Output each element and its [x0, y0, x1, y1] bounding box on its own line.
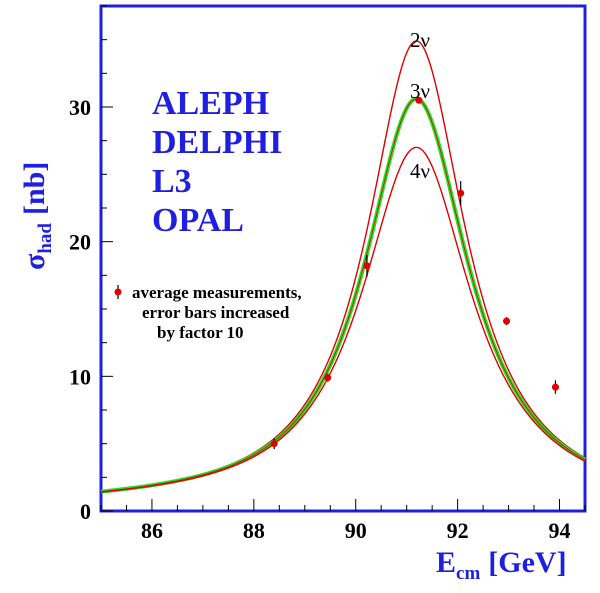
- x-tick-label: 86: [141, 518, 163, 543]
- x-tick-label: 90: [345, 518, 367, 543]
- x-axis-title: Ecm [GeV]: [436, 546, 567, 584]
- measurement-point: [415, 96, 423, 104]
- legend-line-1: average measurements,: [132, 283, 302, 302]
- legend-line-2: error bars increased: [142, 303, 290, 322]
- y-tick-label: 0: [80, 499, 91, 524]
- y-tick-label: 30: [69, 95, 91, 120]
- experiment-label-l3: L3: [152, 163, 192, 200]
- y-tick-label: 20: [69, 230, 91, 255]
- experiment-label-aleph: ALEPH: [152, 85, 269, 122]
- curve-label-4nu: 4ν: [410, 159, 430, 183]
- x-axis-subscript: cm: [456, 563, 480, 584]
- measurement-point: [270, 440, 278, 448]
- x-tick-label: 94: [549, 518, 571, 543]
- y-axis-subscript: had: [35, 223, 56, 254]
- measurement-point: [324, 374, 332, 382]
- measurements-group: [270, 96, 559, 450]
- measurement-point: [551, 383, 559, 391]
- measurement-point: [363, 262, 371, 270]
- x-axis-symbol: E: [436, 546, 456, 579]
- measurement-point: [503, 317, 511, 325]
- curves-group: [100, 40, 586, 494]
- y-axis-title: σhad [nb]: [18, 162, 56, 270]
- experiment-label-opal: OPAL: [152, 202, 244, 239]
- legend-line-3: by factor 10: [157, 323, 244, 342]
- x-axis-unit: [GeV]: [488, 546, 566, 579]
- y-axis-unit: [nb]: [18, 162, 51, 215]
- curve-label-2nu: 2ν: [410, 28, 430, 52]
- measurement-point: [457, 189, 465, 197]
- x-tick-label: 88: [243, 518, 265, 543]
- x-tick-label: 92: [447, 518, 469, 543]
- legend-marker: [114, 288, 122, 296]
- y-tick-label: 10: [69, 364, 91, 389]
- curve-3nu-outline: [100, 98, 586, 492]
- curve-4nu: [100, 146, 586, 493]
- axis-ticks: [100, 5, 586, 512]
- experiment-label-delphi: DELPHI: [152, 124, 282, 161]
- tick-labels: 86 88 90 92 94 0 10 20 30: [69, 95, 571, 543]
- y-axis-symbol: σ: [18, 253, 51, 270]
- legend: average measurements, error bars increas…: [114, 283, 302, 342]
- curve-label-3nu: 3ν: [410, 79, 430, 103]
- plot-frame: [99, 4, 587, 513]
